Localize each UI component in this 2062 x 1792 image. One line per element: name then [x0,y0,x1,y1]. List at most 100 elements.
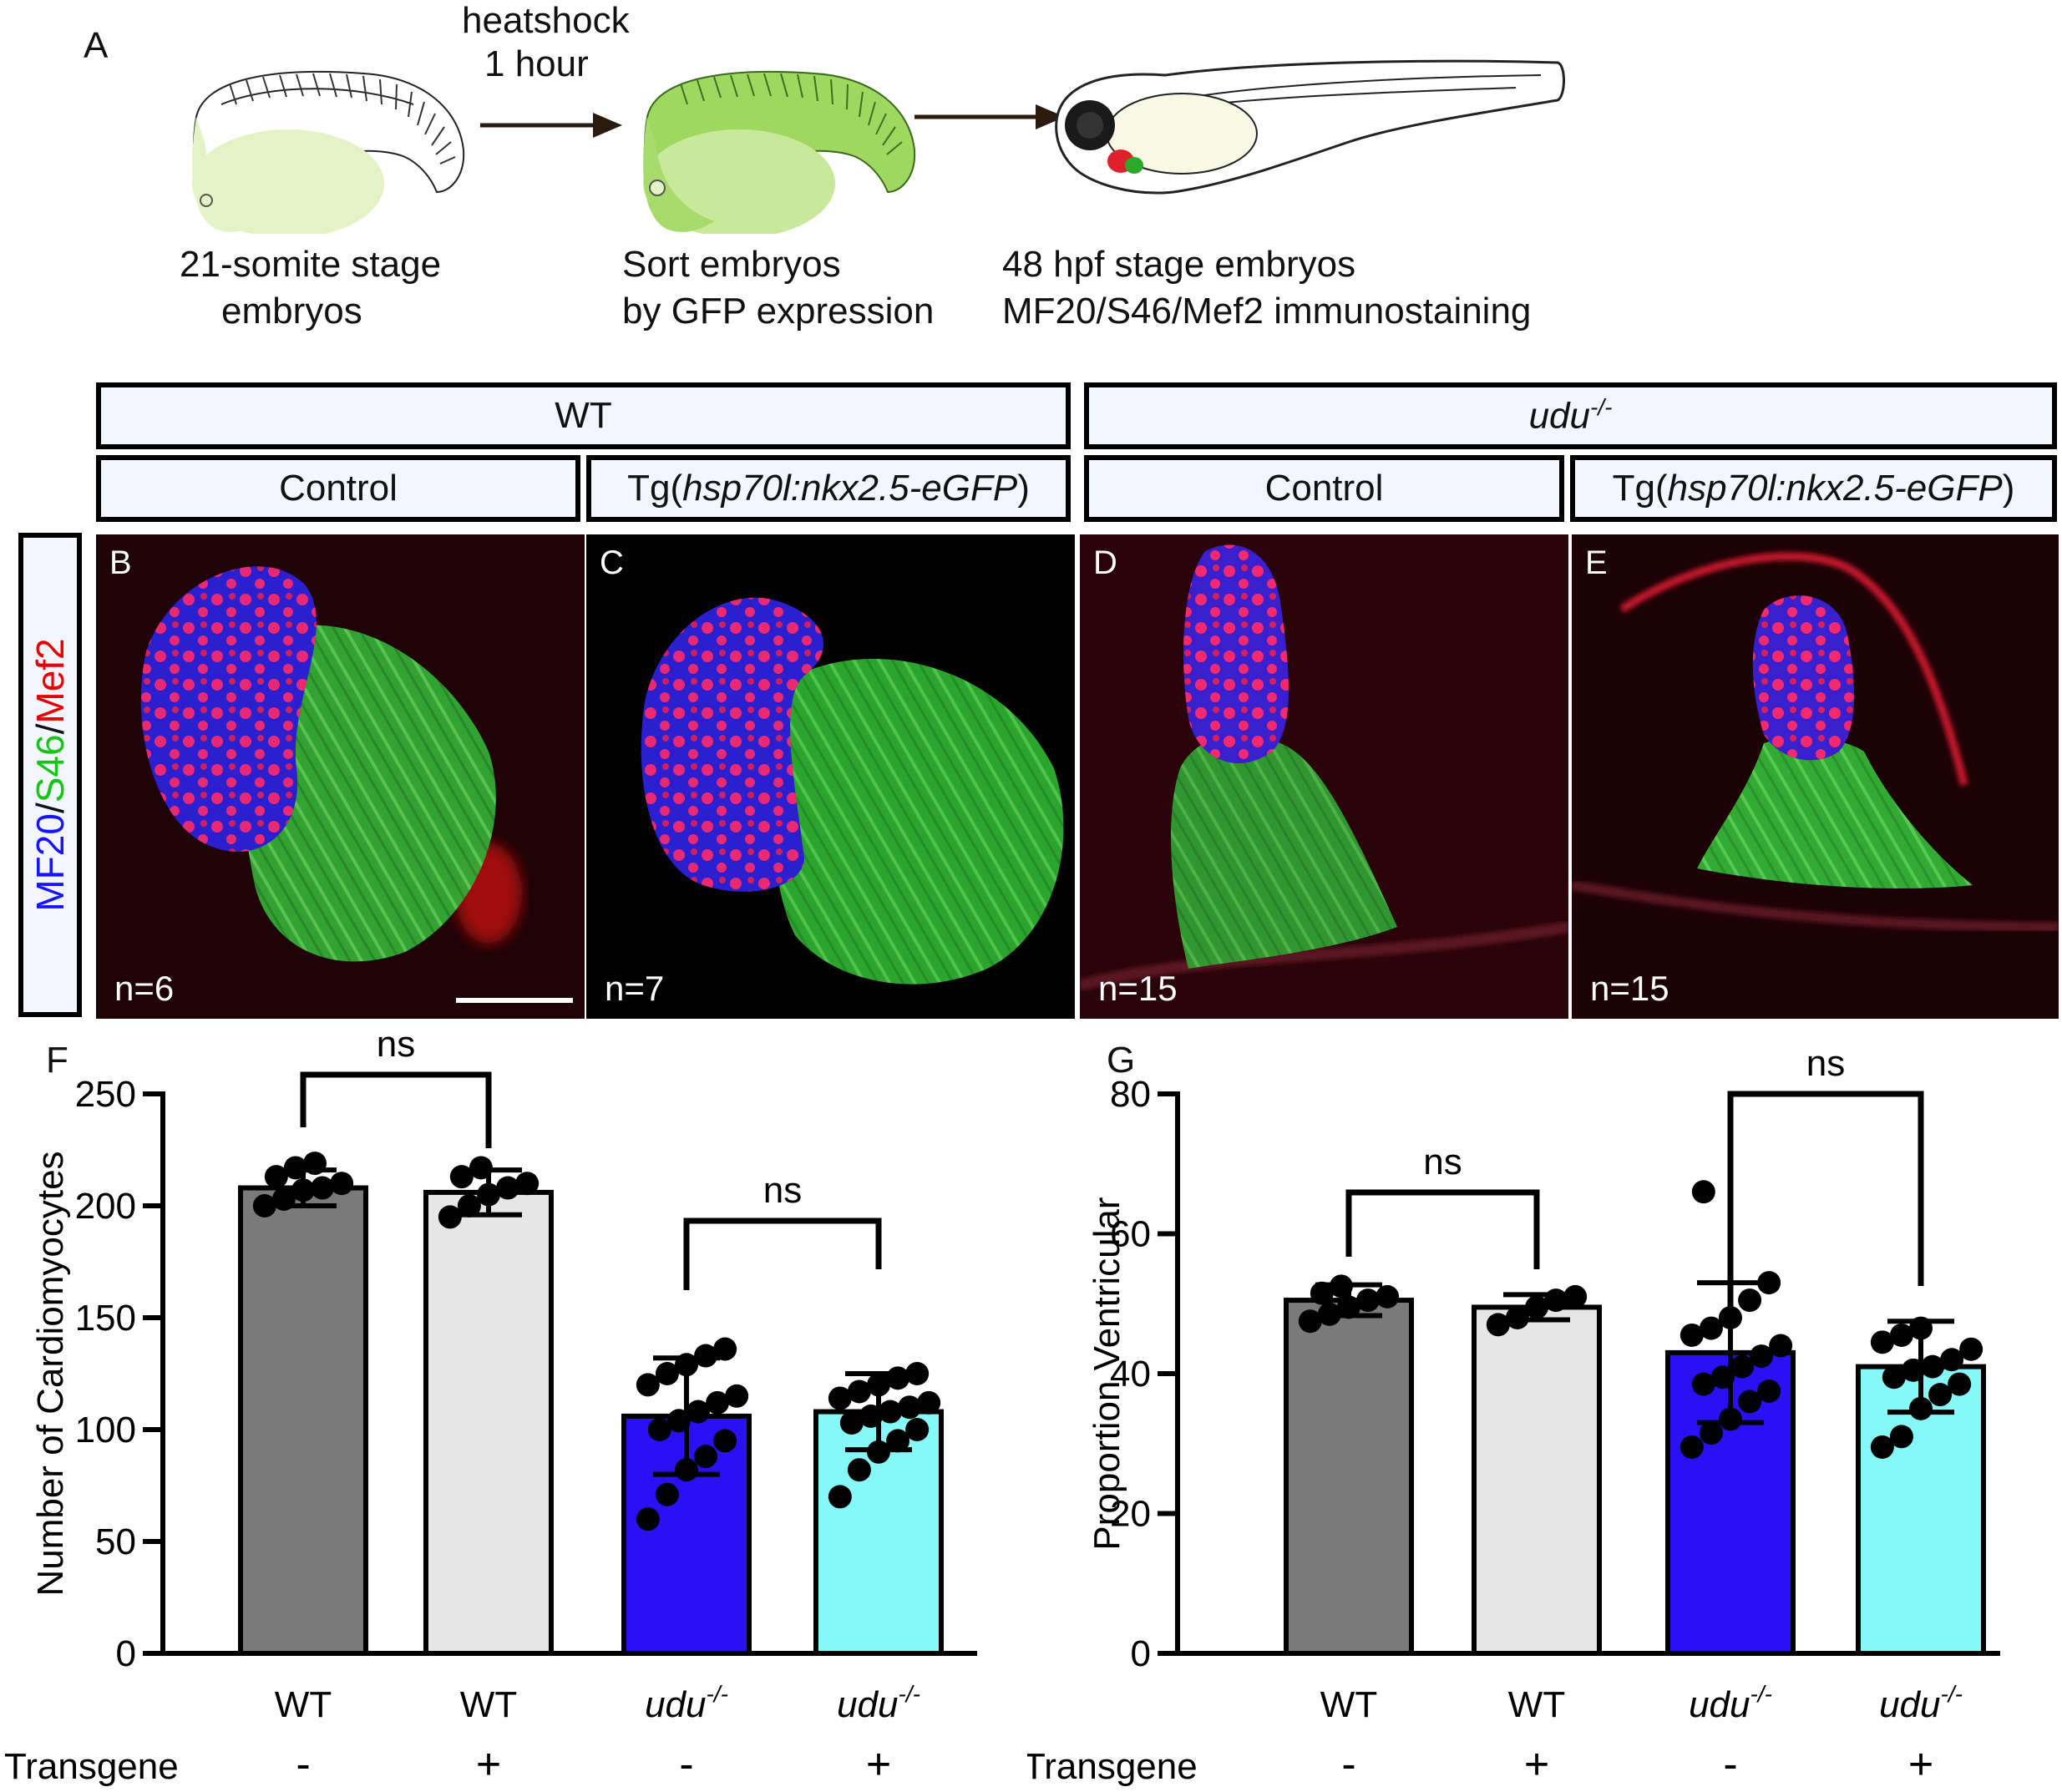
data-point [839,1410,864,1435]
comparison-bracket [300,1071,492,1148]
y-tick-label: 60 [1110,1214,1151,1255]
y-tick-label: 200 [75,1186,136,1227]
y-axis-title: Proportion Ventricular [1087,1197,1127,1550]
transgene-sign: - [679,1740,693,1789]
data-point [1757,1271,1781,1295]
data-point [847,1458,871,1482]
somite-lines-gfp [680,73,903,155]
data-point [330,1172,354,1196]
data-point [1889,1425,1913,1449]
data-point [1948,1372,1972,1396]
data-point [917,1390,941,1415]
data-point [898,1395,922,1420]
data-point [496,1176,520,1200]
data-point [1870,1330,1894,1354]
data-point [438,1205,462,1229]
data-point [1730,1354,1754,1379]
header-tg-label: Tg(hsp70l:nkx2.5-eGFP) [1612,468,2015,509]
micrograph-c: C n=7 [586,534,1075,1019]
y-tick-label: 100 [75,1410,136,1450]
micrograph-d-image [1080,534,1568,1019]
data-point [1691,1180,1715,1204]
stage3-line1: 48 hpf stage embryos [1002,244,1356,285]
data-point [694,1445,718,1469]
y-tick-label: 80 [1110,1074,1151,1115]
data-point [1882,1365,1906,1390]
header-udu: udu-/- [1084,382,2057,449]
x-tick-label: udu-/- [1879,1681,1963,1725]
transgene-row-label: Transgene [1027,1746,1198,1787]
embryo-21-somite-illustration [192,70,465,234]
y-tick-label: 0 [1131,1633,1151,1674]
stain-label-text: MF20/S46/Mef2 [28,638,72,912]
data-point [311,1176,335,1200]
data-point [1738,1288,1762,1313]
y-axis-title: Number of Cardiomyocytes [30,1151,71,1596]
micrograph-c-image [586,534,1075,1019]
comparison-label: ns [1423,1142,1462,1182]
header-udu-control: Control [1084,455,1564,522]
micrograph-letter: E [1585,544,1608,581]
comparison-label: ns [377,1027,415,1065]
data-point [828,1485,852,1509]
micrograph-letter: B [109,544,132,581]
y-tick-label: 50 [95,1521,136,1562]
data-point [1750,1344,1774,1369]
data-point [686,1400,710,1424]
comparison-bracket [683,1217,882,1290]
data-point [636,1507,660,1531]
data-point [1679,1435,1704,1459]
micrograph-n: n=15 [1098,969,1178,1008]
larva-48hpf-illustration [1055,59,1565,195]
arrow-right-icon [480,113,622,138]
stage1-line2: embryos [221,291,362,332]
data-point [457,1194,481,1217]
transgene-sign: + [476,1740,501,1789]
data-point [1691,1372,1715,1396]
micrograph-n: n=15 [1590,969,1669,1008]
bar [1284,1298,1414,1656]
data-point [713,1337,737,1361]
micrograph-b-image [96,534,585,1019]
data-point [655,1482,679,1506]
bar [1472,1304,1602,1656]
data-point [1889,1323,1913,1347]
data-point [1921,1354,1944,1379]
transgene-sign: - [296,1740,310,1789]
embryo-gfp-illustration [643,70,916,234]
stage2-line2: by GFP expression [622,291,935,332]
data-point [655,1362,679,1385]
micrograph-e-image [1572,534,2059,1019]
micrograph-n: n=7 [605,969,665,1008]
data-point [647,1418,671,1441]
header-control-label: Control [1264,468,1384,509]
micrograph-n: n=6 [114,969,175,1008]
data-point [1940,1348,1964,1372]
data-point [1928,1383,1953,1407]
header-control-label: Control [279,468,398,509]
header-tg-label: Tg(hsp70l:nkx2.5-eGFP) [627,468,1030,509]
data-point [1769,1334,1793,1358]
data-point [252,1194,276,1217]
heatshock-label: heatshock [462,0,630,41]
x-tick-label: udu-/- [837,1681,920,1725]
x-tick-label: WT [460,1684,517,1725]
y-tick-label: 40 [1110,1354,1151,1395]
header-wt-transgene: Tg(hsp70l:nkx2.5-eGFP) [586,455,1071,522]
comparison-bracket [1727,1091,1924,1319]
panel-a-letter: A [84,25,109,66]
stage1-line1: 21-somite stage [180,244,442,285]
x-tick-label: udu-/- [1689,1681,1772,1725]
stage3-line2: MF20/S46/Mef2 immunostaining [1002,291,1532,332]
panel-f-letter: F [46,1040,68,1081]
micrograph-b: B n=6 [96,534,585,1019]
bar [238,1185,368,1656]
data-point [725,1384,749,1408]
transgene-sign: + [866,1740,891,1789]
bar [423,1189,554,1657]
chart-g: 0 20 40 60 80 Proportion Ventricular ns ns WT - WT… [1027,1043,2000,1789]
y-tick-label: 20 [1110,1494,1151,1535]
heatshock-duration-label: 1 hour [484,43,589,84]
transgene-row-label: Transgene [4,1746,179,1787]
